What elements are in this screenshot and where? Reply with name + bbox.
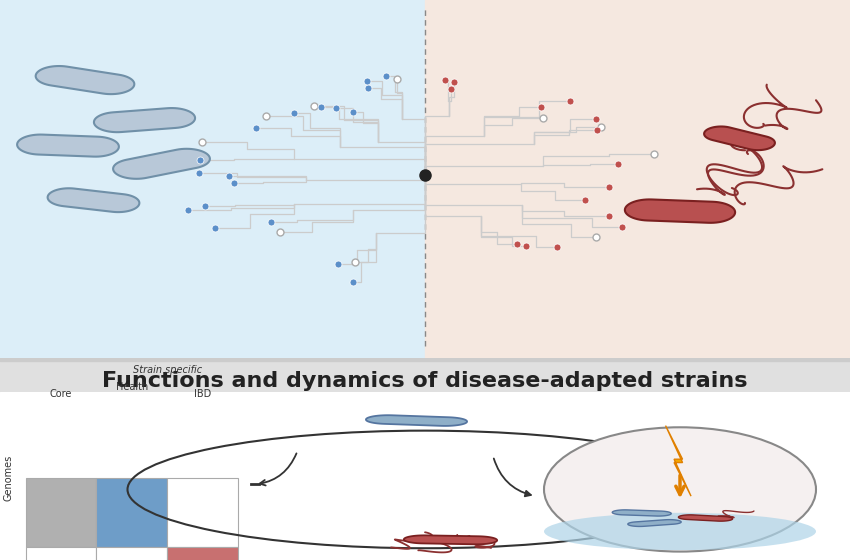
Polygon shape [404,535,497,544]
Ellipse shape [544,427,816,552]
Polygon shape [625,199,735,223]
Text: Strain specific: Strain specific [133,365,201,375]
Bar [0,0,425,364]
Bar [96,478,167,547]
Polygon shape [628,520,681,526]
Text: IBD: IBD [194,389,211,399]
Polygon shape [17,134,119,157]
Bar [96,547,167,560]
Bar [0,400,850,403]
Bar [0,358,850,361]
Polygon shape [678,515,733,521]
Text: Core: Core [50,389,72,399]
Polygon shape [366,415,467,426]
Polygon shape [666,426,691,496]
Bar [26,478,96,547]
Polygon shape [113,149,210,179]
Polygon shape [48,188,139,212]
Polygon shape [94,108,196,132]
Bar [167,478,238,547]
Bar [26,547,96,560]
Polygon shape [36,66,134,94]
Bar [425,0,850,364]
Polygon shape [704,127,775,150]
Text: Health: Health [116,382,148,392]
Polygon shape [612,510,672,516]
Ellipse shape [544,513,816,550]
Text: Genomes: Genomes [3,455,14,501]
Text: Functions and dynamics of disease-adapted strains: Functions and dynamics of disease-adapte… [102,371,748,391]
Bar [167,547,238,560]
